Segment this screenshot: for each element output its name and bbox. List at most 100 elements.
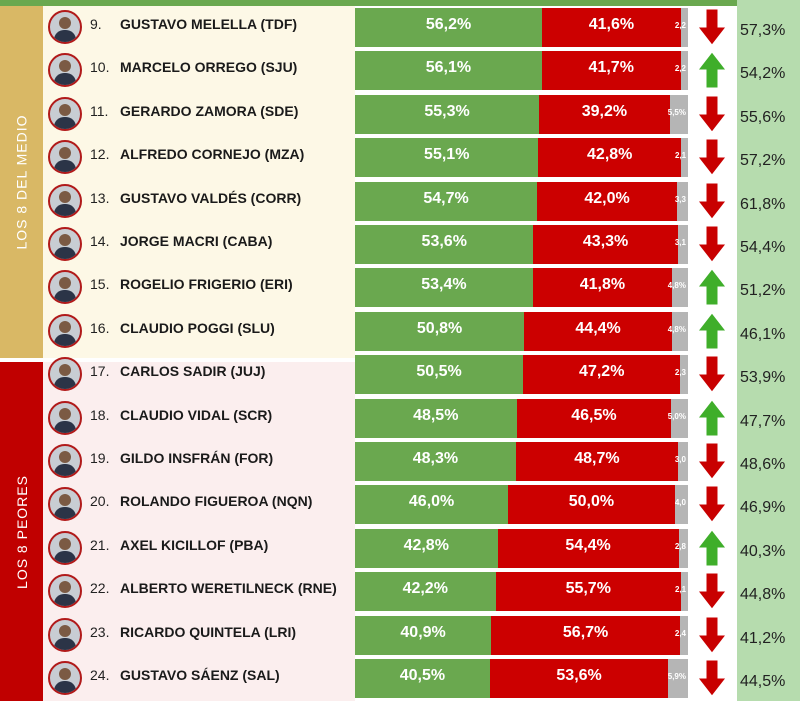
- approval-bar: [355, 138, 539, 178]
- previous-value-column: [737, 0, 800, 701]
- trend-down-arrow-icon: [697, 182, 727, 220]
- undecided-bar: [678, 528, 688, 568]
- governor-name: GERARDO ZAMORA (SDE): [120, 102, 299, 119]
- table-row: 19. GILDO INSFRÁN (FOR) 48,3% 48,7% 3,0 48,6%: [0, 440, 800, 483]
- undecided-value: 5,0%: [667, 411, 686, 421]
- approval-value: 56,1%: [425, 59, 472, 77]
- rank-number: 17.: [90, 363, 110, 380]
- portrait-avatar: [48, 661, 82, 695]
- trend-arrow-shape: [697, 95, 727, 133]
- disapproval-value: 55,7%: [565, 580, 611, 598]
- disapproval-bar: [515, 442, 678, 481]
- previous-value: 44,8%: [740, 586, 786, 604]
- trend-down-arrow-icon: [697, 659, 727, 697]
- undecided-bar: [677, 225, 688, 264]
- table-row: 17. CARLOS SADIR (JUJ) 50,5% 47,2% 2,3 53,9%: [0, 353, 800, 396]
- approval-value: 50,5%: [416, 363, 462, 381]
- portrait-head: [59, 234, 71, 246]
- portrait-head: [59, 190, 71, 203]
- portrait-avatar: [48, 96, 82, 131]
- approval-value: 50,8%: [416, 319, 463, 337]
- previous-value: 46,9%: [740, 499, 786, 517]
- disapproval-bar: [541, 51, 681, 91]
- disapproval-bar: [533, 225, 678, 264]
- portrait-head: [59, 407, 71, 420]
- undecided-value: 4,8%: [667, 281, 686, 291]
- disapproval-bar: [523, 355, 681, 395]
- previous-value: 40,3%: [740, 542, 786, 560]
- portrait-head: [59, 537, 71, 550]
- table-row: 11. GERARDO ZAMORA (SDE) 55,3% 39,2% 5,5% 55,…: [0, 93, 800, 136]
- disapproval-bar: [516, 398, 672, 438]
- disapproval-value: 53,6%: [556, 667, 602, 684]
- portrait-head: [59, 624, 71, 637]
- undecided-bar: [669, 94, 688, 134]
- disapproval-value: 42,0%: [584, 189, 630, 207]
- group-band-middle: LOS 8 DEL MEDIO: [0, 6, 43, 358]
- trend-arrow-shape: [697, 138, 727, 177]
- portrait-avatar: [48, 444, 82, 478]
- rank-number: 15.: [90, 276, 110, 293]
- approval-bar: [355, 355, 524, 395]
- portrait-body: [54, 73, 76, 86]
- disapproval-value: 41,6%: [588, 16, 635, 33]
- undecided-value: 2,2: [674, 64, 686, 74]
- governor-name: GUSTAVO VALDÉS (CORR): [120, 189, 302, 206]
- portrait-body: [54, 160, 76, 173]
- undecided-bar: [672, 311, 688, 351]
- approval-bar: [355, 181, 538, 221]
- disapproval-value: 56,7%: [562, 623, 609, 641]
- trend-down-arrow-icon: [697, 95, 727, 133]
- undecided-bar: [681, 572, 688, 612]
- approval-value: 40,5%: [399, 667, 446, 684]
- previous-value: 51,2%: [740, 282, 786, 300]
- portrait-head: [59, 494, 71, 507]
- portrait-avatar: [48, 357, 82, 392]
- governor-name: GUSTAVO MELELLA (TDF): [120, 16, 298, 32]
- disapproval-bar: [495, 572, 681, 612]
- portrait-body: [54, 116, 76, 129]
- undecided-bar: [668, 659, 688, 698]
- rank-number: 19.: [90, 450, 110, 466]
- previous-value: 48,6%: [740, 456, 786, 473]
- group-background-middle: [43, 6, 355, 358]
- approval-value: 42,2%: [402, 580, 448, 598]
- portrait-head: [59, 320, 71, 333]
- approval-value: 46,0%: [408, 493, 455, 511]
- portrait-body: [54, 507, 76, 520]
- portrait-avatar: [48, 227, 82, 261]
- disapproval-value: 48,7%: [574, 450, 620, 467]
- rank-number: 24.: [90, 667, 110, 683]
- approval-value: 48,3%: [412, 450, 459, 467]
- portrait-avatar: [48, 140, 82, 175]
- approval-bar: [355, 659, 490, 698]
- undecided-bar: [678, 442, 688, 481]
- trend-arrow-shape: [697, 311, 727, 350]
- disapproval-value: 41,8%: [579, 276, 626, 294]
- table-row: 24. GUSTAVO SÁENZ (SAL) 40,5% 53,6% 5,9% 44,5…: [0, 657, 800, 700]
- disapproval-value: 46,5%: [571, 406, 617, 424]
- trend-arrow-shape: [697, 442, 727, 480]
- trend-down-arrow-icon: [697, 485, 727, 524]
- trend-arrow-shape: [697, 572, 727, 611]
- undecided-bar: [680, 355, 688, 395]
- portrait-avatar: [48, 10, 82, 44]
- trend-down-arrow-icon: [697, 442, 727, 480]
- rank-number: 22.: [90, 580, 110, 597]
- portrait-avatar: [48, 313, 82, 348]
- approval-value: 54,7%: [423, 189, 469, 207]
- disapproval-bar: [542, 8, 681, 47]
- portrait-head: [59, 147, 71, 160]
- group-band-worst: LOS 8 PEORES: [0, 362, 43, 701]
- portrait-body: [54, 333, 76, 346]
- portrait-body: [54, 681, 76, 693]
- rank-number: 11.: [90, 102, 109, 119]
- previous-value: 44,5%: [740, 673, 786, 690]
- portrait-avatar: [48, 574, 82, 609]
- undecided-value: 3,1: [674, 238, 686, 247]
- governor-name: ROLANDO FIGUEROA (NQN): [120, 493, 313, 510]
- portrait-avatar: [48, 183, 82, 218]
- undecided-value: 2,1: [675, 151, 687, 161]
- undecided-bar: [681, 138, 688, 178]
- portrait-body: [54, 203, 76, 216]
